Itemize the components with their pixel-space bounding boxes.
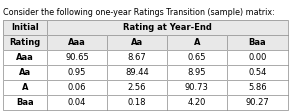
Bar [167, 50, 227, 65]
Bar [227, 35, 288, 50]
Text: 90.27: 90.27 [246, 98, 269, 107]
Text: 0.54: 0.54 [248, 68, 267, 77]
Bar [3, 65, 47, 80]
Text: 90.65: 90.65 [65, 53, 89, 62]
Bar [107, 65, 167, 80]
Bar [107, 95, 167, 110]
Bar [107, 80, 167, 95]
Text: 89.44: 89.44 [125, 68, 149, 77]
Bar [107, 35, 167, 50]
Bar [3, 35, 47, 50]
Bar [227, 65, 288, 80]
Bar [167, 35, 227, 50]
Bar [167, 35, 227, 50]
Text: Aaa: Aaa [16, 53, 34, 62]
Text: A: A [194, 38, 200, 47]
Bar [47, 95, 107, 110]
Bar [47, 20, 288, 35]
Bar [167, 80, 227, 95]
Bar [3, 65, 47, 80]
Bar [167, 50, 227, 65]
Bar [107, 50, 167, 65]
Bar [47, 95, 107, 110]
Bar [3, 95, 47, 110]
Bar [3, 20, 47, 35]
Bar [47, 65, 107, 80]
Bar [227, 95, 288, 110]
Text: 0.95: 0.95 [68, 68, 86, 77]
Bar [3, 95, 47, 110]
Bar [107, 50, 167, 65]
Text: 8.95: 8.95 [188, 68, 206, 77]
Bar [167, 65, 227, 80]
Text: Rating: Rating [9, 38, 41, 47]
Bar [47, 35, 107, 50]
Text: 0.00: 0.00 [248, 53, 267, 62]
Bar [47, 50, 107, 65]
Text: 8.67: 8.67 [127, 53, 146, 62]
Bar [47, 20, 288, 35]
Text: Aa: Aa [19, 68, 31, 77]
Bar [3, 50, 47, 65]
Bar [227, 95, 288, 110]
Bar [227, 50, 288, 65]
Bar [107, 80, 167, 95]
Bar [167, 95, 227, 110]
Text: 0.18: 0.18 [128, 98, 146, 107]
Text: 0.04: 0.04 [68, 98, 86, 107]
Bar [3, 80, 47, 95]
Text: A: A [22, 83, 28, 92]
Bar [107, 65, 167, 80]
Text: Aaa: Aaa [68, 38, 86, 47]
Text: Consider the following one-year Ratings Transition (sample) matrix:: Consider the following one-year Ratings … [3, 8, 275, 17]
Bar [167, 65, 227, 80]
Bar [227, 35, 288, 50]
Text: 0.65: 0.65 [188, 53, 206, 62]
Bar [107, 35, 167, 50]
Text: Baa: Baa [249, 38, 266, 47]
Bar [47, 35, 107, 50]
Bar [47, 50, 107, 65]
Text: 90.73: 90.73 [185, 83, 209, 92]
Bar [47, 80, 107, 95]
Text: Baa: Baa [16, 98, 34, 107]
Bar [227, 80, 288, 95]
Text: Initial: Initial [11, 23, 39, 32]
Text: Rating at Year-End: Rating at Year-End [123, 23, 212, 32]
Bar [107, 95, 167, 110]
Text: 0.06: 0.06 [68, 83, 86, 92]
Bar [3, 20, 47, 35]
Bar [167, 95, 227, 110]
Bar [47, 80, 107, 95]
Text: 4.20: 4.20 [188, 98, 206, 107]
Bar [167, 80, 227, 95]
Text: 2.56: 2.56 [128, 83, 146, 92]
Bar [47, 65, 107, 80]
Text: 5.86: 5.86 [248, 83, 267, 92]
Bar [3, 80, 47, 95]
Bar [3, 50, 47, 65]
Bar [227, 65, 288, 80]
Text: Aa: Aa [131, 38, 143, 47]
Bar [227, 50, 288, 65]
Bar [3, 35, 47, 50]
Bar [227, 80, 288, 95]
